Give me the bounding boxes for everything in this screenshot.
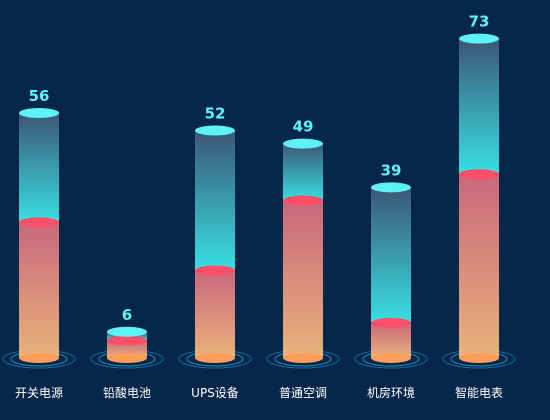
bar-base-cap (459, 353, 499, 363)
bar-lower-segment[interactable] (107, 340, 147, 359)
bar-lower-segment[interactable] (283, 200, 323, 359)
bar-top-cap (195, 125, 235, 136)
bar-split-cap (283, 195, 323, 206)
bar-lower-segment[interactable] (19, 222, 59, 358)
bar-lower-segment[interactable] (459, 174, 499, 358)
bar-base-cap (195, 353, 235, 363)
category-tick-label: 开关电源 (15, 386, 63, 400)
category-tick-label: UPS设备 (191, 386, 239, 400)
bar-upper-segment[interactable] (19, 113, 59, 223)
bar-top-cap (107, 326, 147, 337)
data-label: 49 (293, 118, 314, 136)
bar-top-cap (371, 182, 411, 193)
bar-lower-segment[interactable] (195, 270, 235, 359)
bar-split-cap (19, 217, 59, 228)
bar-upper-segment[interactable] (371, 187, 411, 323)
data-label: 73 (469, 13, 490, 31)
data-label: 52 (205, 105, 226, 123)
data-label: 39 (381, 161, 402, 179)
bar-split-cap (195, 265, 235, 276)
labels-group: 56 开关电源 6 铅酸电池 52 UPS设备 49 普通空调 39 机房环境 73 智能电表 (15, 13, 503, 400)
bar-base-cap (283, 353, 323, 363)
category-tick-label: 智能电表 (455, 385, 503, 400)
bar-base-cap (371, 353, 411, 363)
bars-group (2, 33, 516, 369)
bar-top-cap (459, 33, 499, 44)
bar-upper-segment[interactable] (195, 130, 235, 271)
bar-split-cap (107, 335, 147, 346)
category-tick-label: 铅酸电池 (103, 385, 151, 400)
data-label: 6 (122, 306, 132, 324)
bar-upper-segment[interactable] (459, 38, 499, 175)
category-tick-label: 机房环境 (367, 385, 415, 400)
category-tick-label: 普通空调 (279, 386, 327, 400)
bar-lower-segment[interactable] (371, 323, 411, 358)
bar-upper-segment[interactable] (283, 143, 323, 201)
data-label: 56 (29, 87, 50, 105)
bar-split-cap (459, 169, 499, 180)
bar-top-cap (19, 108, 59, 118)
bar-top-cap (283, 138, 323, 149)
bar-split-cap (371, 318, 411, 328)
bar-base-cap (107, 353, 147, 363)
bar-base-cap (19, 353, 59, 363)
